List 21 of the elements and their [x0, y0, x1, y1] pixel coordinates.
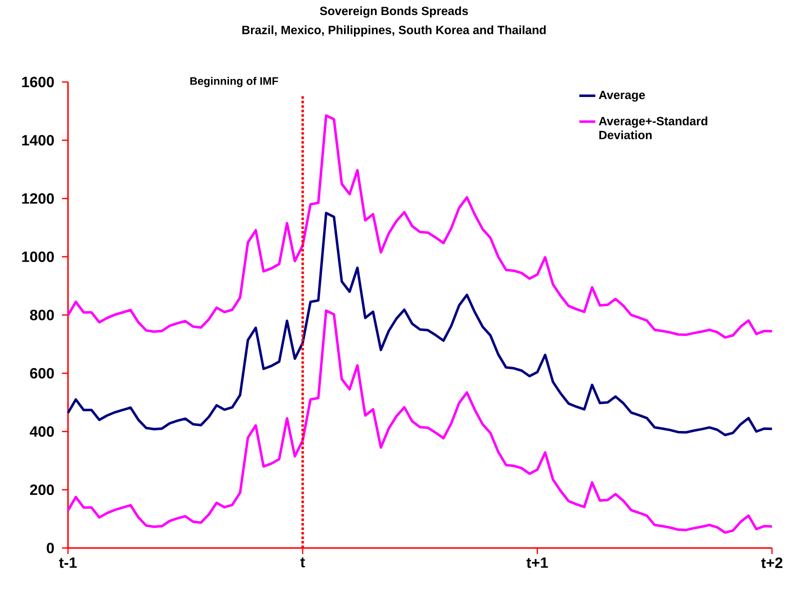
y-tick-label: 400: [30, 426, 54, 437]
y-tick-label: 1200: [22, 193, 54, 204]
chart-subtitle: Brazil, Mexico, Philippines, South Korea and Thailand: [242, 25, 546, 37]
chart-title: Sovereign Bonds Spreads: [320, 6, 468, 18]
x-tick-label: t-1: [59, 558, 77, 568]
y-tick-label: 200: [30, 484, 54, 496]
y-tick-label: 600: [30, 368, 54, 379]
line-series: [66, 212, 774, 436]
legend-label: Average+-Standard Deviation: [598, 116, 708, 140]
line-series: [66, 114, 774, 339]
y-tick-label: 1600: [22, 76, 54, 88]
line-series: [66, 309, 774, 534]
y-tick-label: 1000: [22, 251, 54, 262]
y-tick-label: 800: [30, 310, 54, 320]
x-tick-label: t: [300, 558, 305, 568]
x-tick-label: t+2: [761, 558, 782, 568]
y-tick-label: 0: [46, 542, 54, 554]
x-tick-label: t+1: [526, 558, 548, 568]
legend-label: Average: [598, 90, 645, 102]
ref-line-label: Beginning of IMF: [190, 76, 278, 88]
y-tick-label: 1400: [22, 134, 54, 146]
